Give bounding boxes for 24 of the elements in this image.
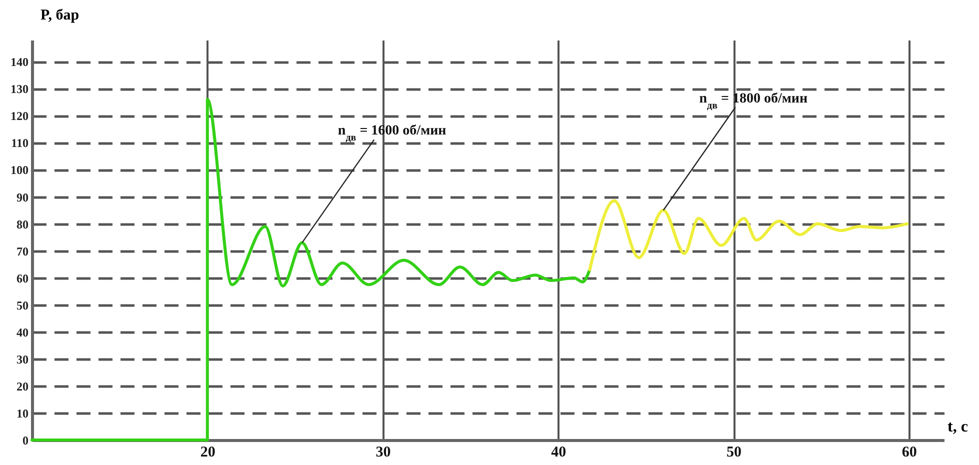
y-tick-label: 80 xyxy=(16,217,28,232)
y-tick-label: 90 xyxy=(16,190,28,204)
x-tick-label: 30 xyxy=(376,444,391,460)
line-series xyxy=(588,199,909,272)
y-tick-label: 140 xyxy=(10,55,28,70)
line-series xyxy=(30,98,592,442)
x-tick-label: 60 xyxy=(902,444,917,460)
y-tick-label: 70 xyxy=(16,244,28,258)
y-tick-label: 0 xyxy=(22,434,28,448)
y-tick-label: 110 xyxy=(11,136,28,150)
x-tick-label: 50 xyxy=(726,444,742,460)
y-tick-label: 10 xyxy=(16,406,28,420)
y-axis-title: P, бар xyxy=(40,8,80,24)
y-tick-label: 60 xyxy=(16,271,28,286)
y-tick-label: 100 xyxy=(10,163,28,178)
y-tick-label: 120 xyxy=(10,109,28,124)
x-tick-label: 40 xyxy=(551,444,566,460)
y-tick-label: 40 xyxy=(16,325,28,340)
y-tick-label: 20 xyxy=(16,379,28,394)
y-tick-label: 50 xyxy=(16,298,28,312)
y-tick-label: 130 xyxy=(10,82,28,96)
x-axis-title: t, с xyxy=(948,418,968,436)
y-tick-label: 30 xyxy=(16,352,28,366)
x-tick-label: 20 xyxy=(200,444,216,460)
